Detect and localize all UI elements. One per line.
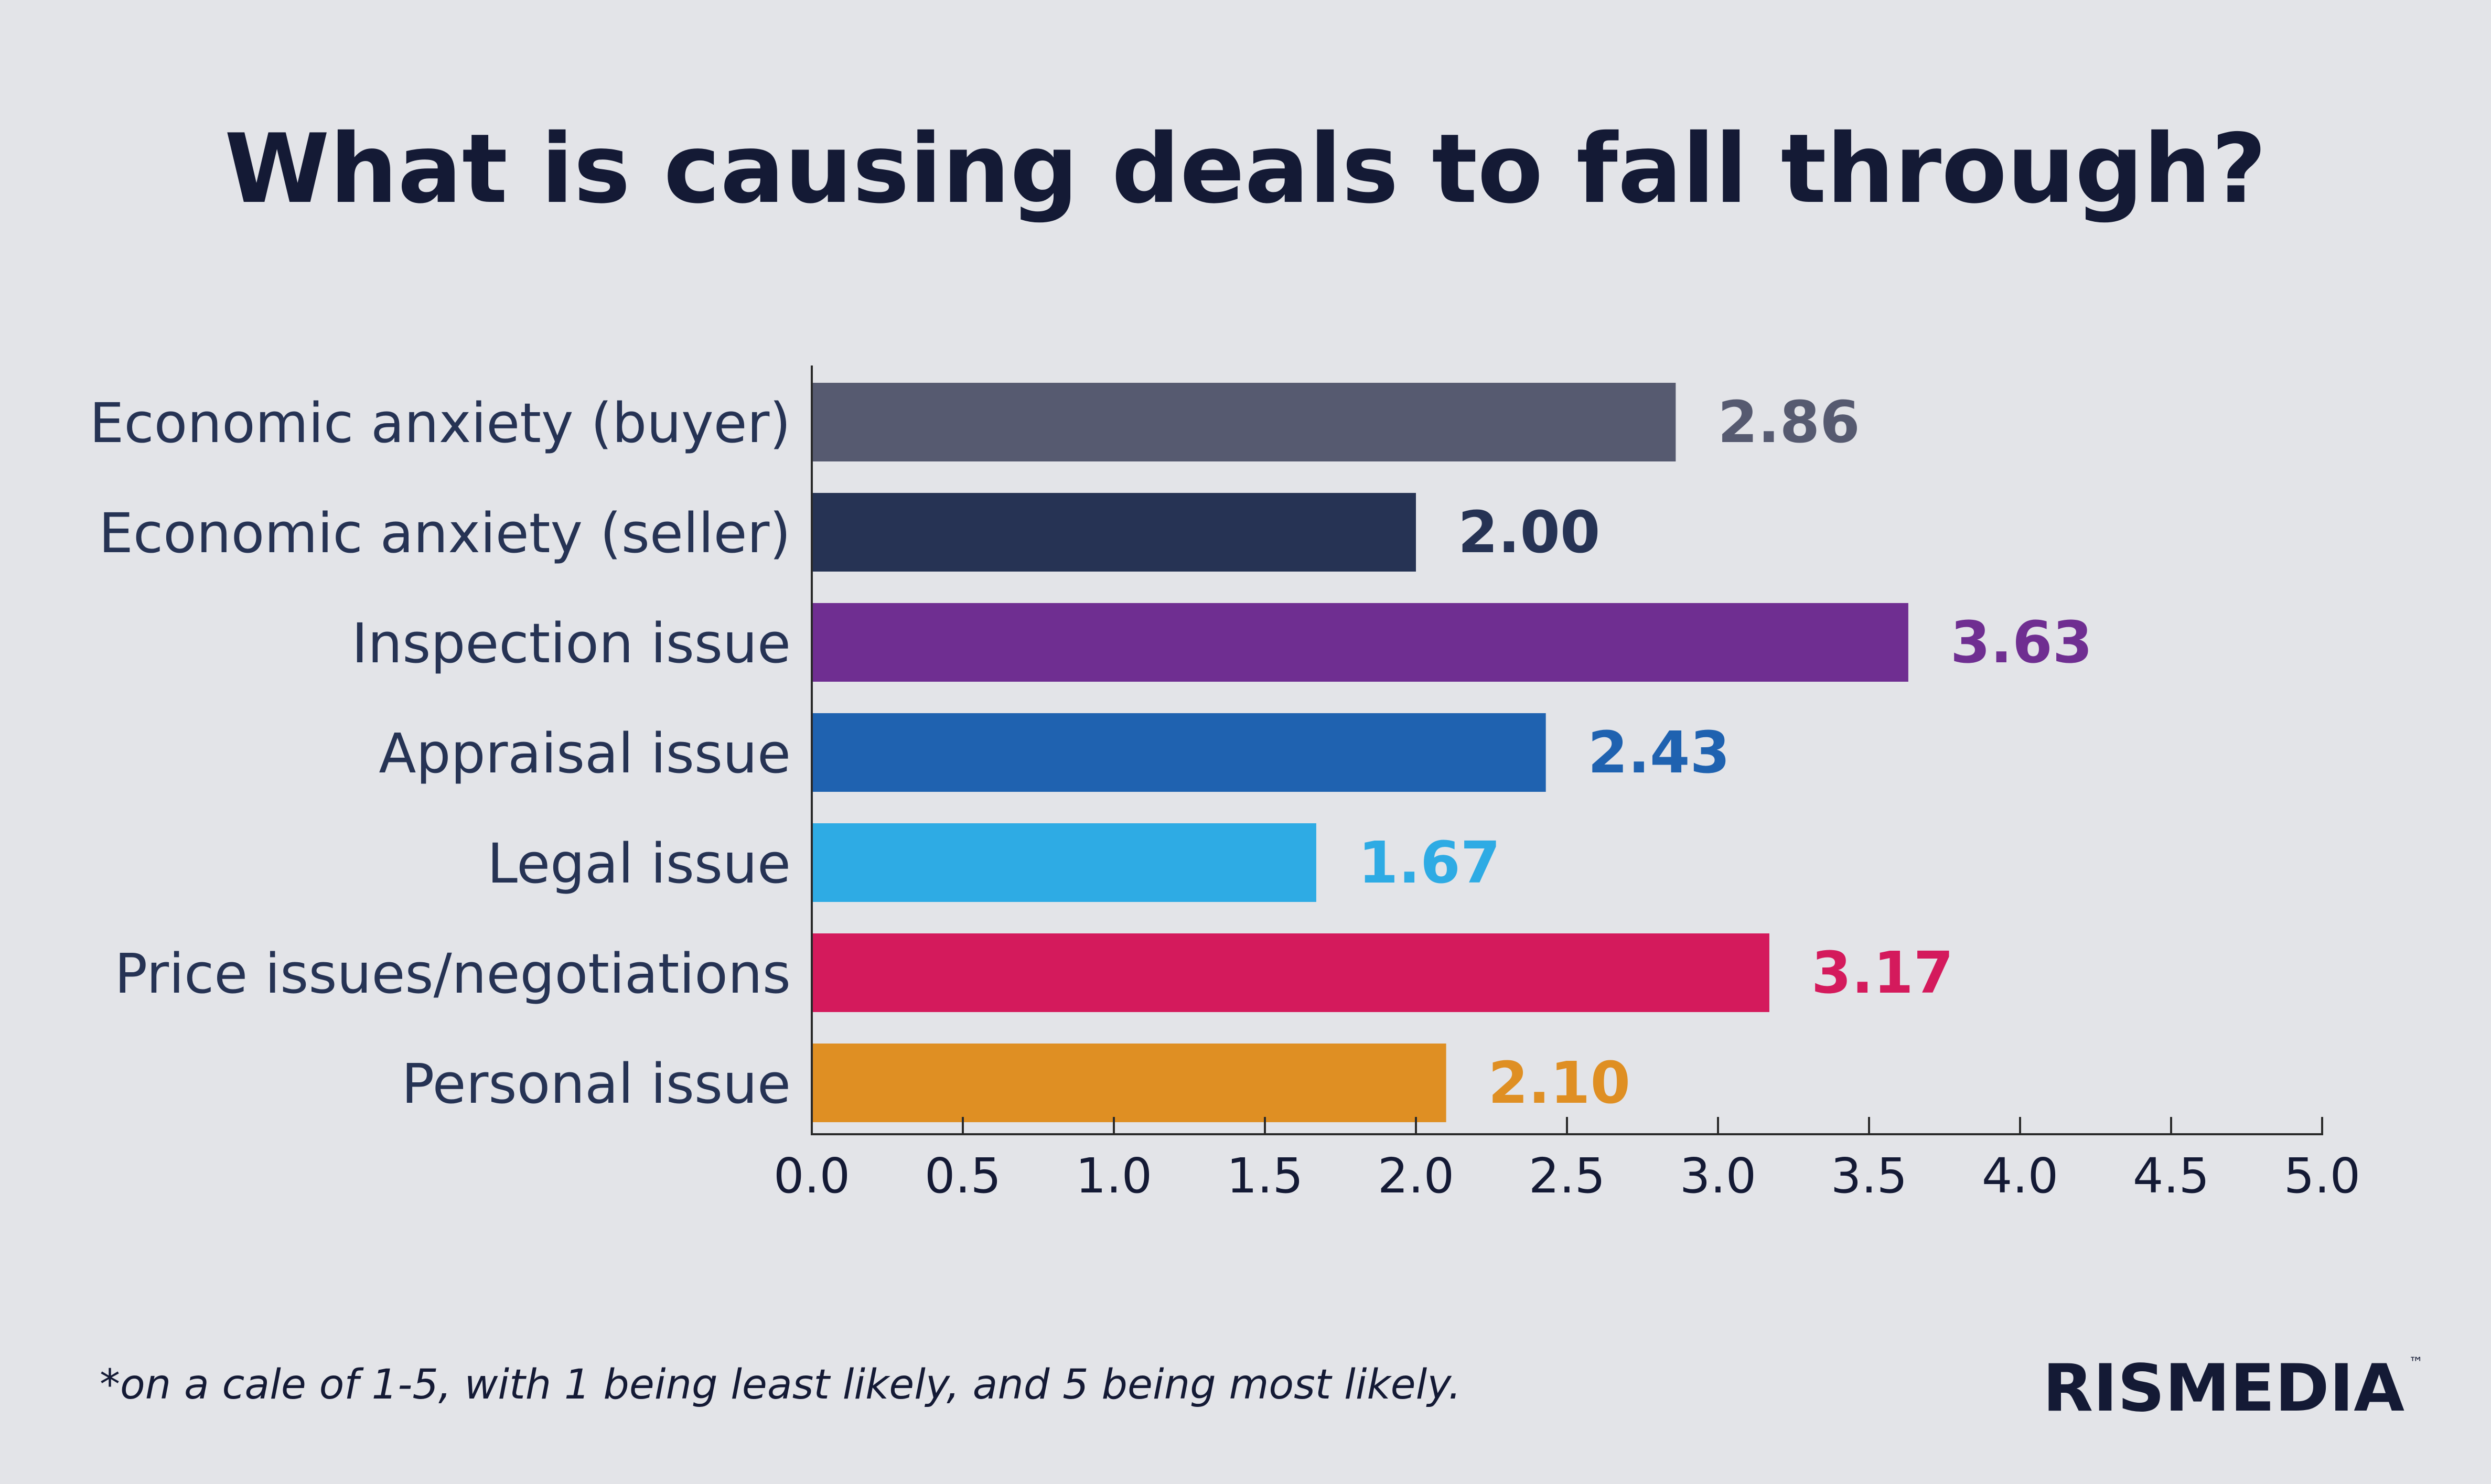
bar — [813, 493, 1416, 572]
bar — [813, 1044, 1446, 1122]
x-ticks: 0.0 0.5 1.0 1.5 2.0 2.5 3.0 3.5 4.0 4.5 5.0 — [774, 1117, 2360, 1204]
bars — [813, 383, 1908, 1122]
bar — [813, 383, 1676, 461]
category-label: Legal issue — [487, 832, 791, 896]
footnote: *on a cale of 1-5, with 1 being least li… — [100, 1361, 1461, 1408]
value-label: 2.86 — [1717, 389, 1860, 456]
bar — [813, 713, 1546, 792]
value-labels: 2.86 2.00 3.63 2.43 1.67 3.17 2.10 — [1358, 389, 2092, 1116]
x-tick-label: 0.5 — [925, 1148, 1001, 1204]
value-label: 3.17 — [1811, 939, 1953, 1006]
logo-trademark: ™ — [2409, 1354, 2423, 1371]
x-tick-label: 1.0 — [1076, 1148, 1152, 1204]
value-label: 1.67 — [1358, 829, 1500, 896]
category-label: Price issues/negotiations — [115, 942, 791, 1006]
bar — [813, 823, 1316, 902]
value-label: 3.63 — [1950, 609, 2092, 676]
category-label: Personal issue — [402, 1052, 791, 1116]
x-tick-label: 2.0 — [1378, 1148, 1454, 1204]
logo-wordmark: RISMEDIA — [2043, 1351, 2404, 1426]
category-label: Inspection issue — [352, 611, 791, 675]
chart-title: What is causing deals to fall through? — [224, 113, 2267, 224]
x-tick-label: 3.5 — [1831, 1148, 1907, 1204]
x-tick-label: 0.0 — [774, 1148, 850, 1204]
category-label: Appraisal issue — [379, 722, 791, 786]
bar — [813, 933, 1769, 1012]
category-label: Economic anxiety (buyer) — [90, 391, 791, 455]
value-label: 2.43 — [1588, 719, 1730, 786]
rismedia-logo: RISMEDIA ™ — [2043, 1351, 2423, 1426]
x-tick-label: 2.5 — [1529, 1148, 1605, 1204]
x-tick-label: 1.5 — [1227, 1148, 1303, 1204]
x-tick-label: 4.5 — [2133, 1148, 2209, 1204]
category-labels: Economic anxiety (buyer) Economic anxiety… — [90, 391, 791, 1116]
value-label: 2.10 — [1488, 1049, 1630, 1116]
value-label: 2.00 — [1458, 499, 1600, 566]
category-label: Economic anxiety (seller) — [99, 501, 791, 565]
x-tick-label: 4.0 — [1982, 1148, 2058, 1204]
x-tick-label: 5.0 — [2284, 1148, 2360, 1204]
bar — [813, 603, 1908, 682]
x-tick-label: 3.0 — [1680, 1148, 1756, 1204]
